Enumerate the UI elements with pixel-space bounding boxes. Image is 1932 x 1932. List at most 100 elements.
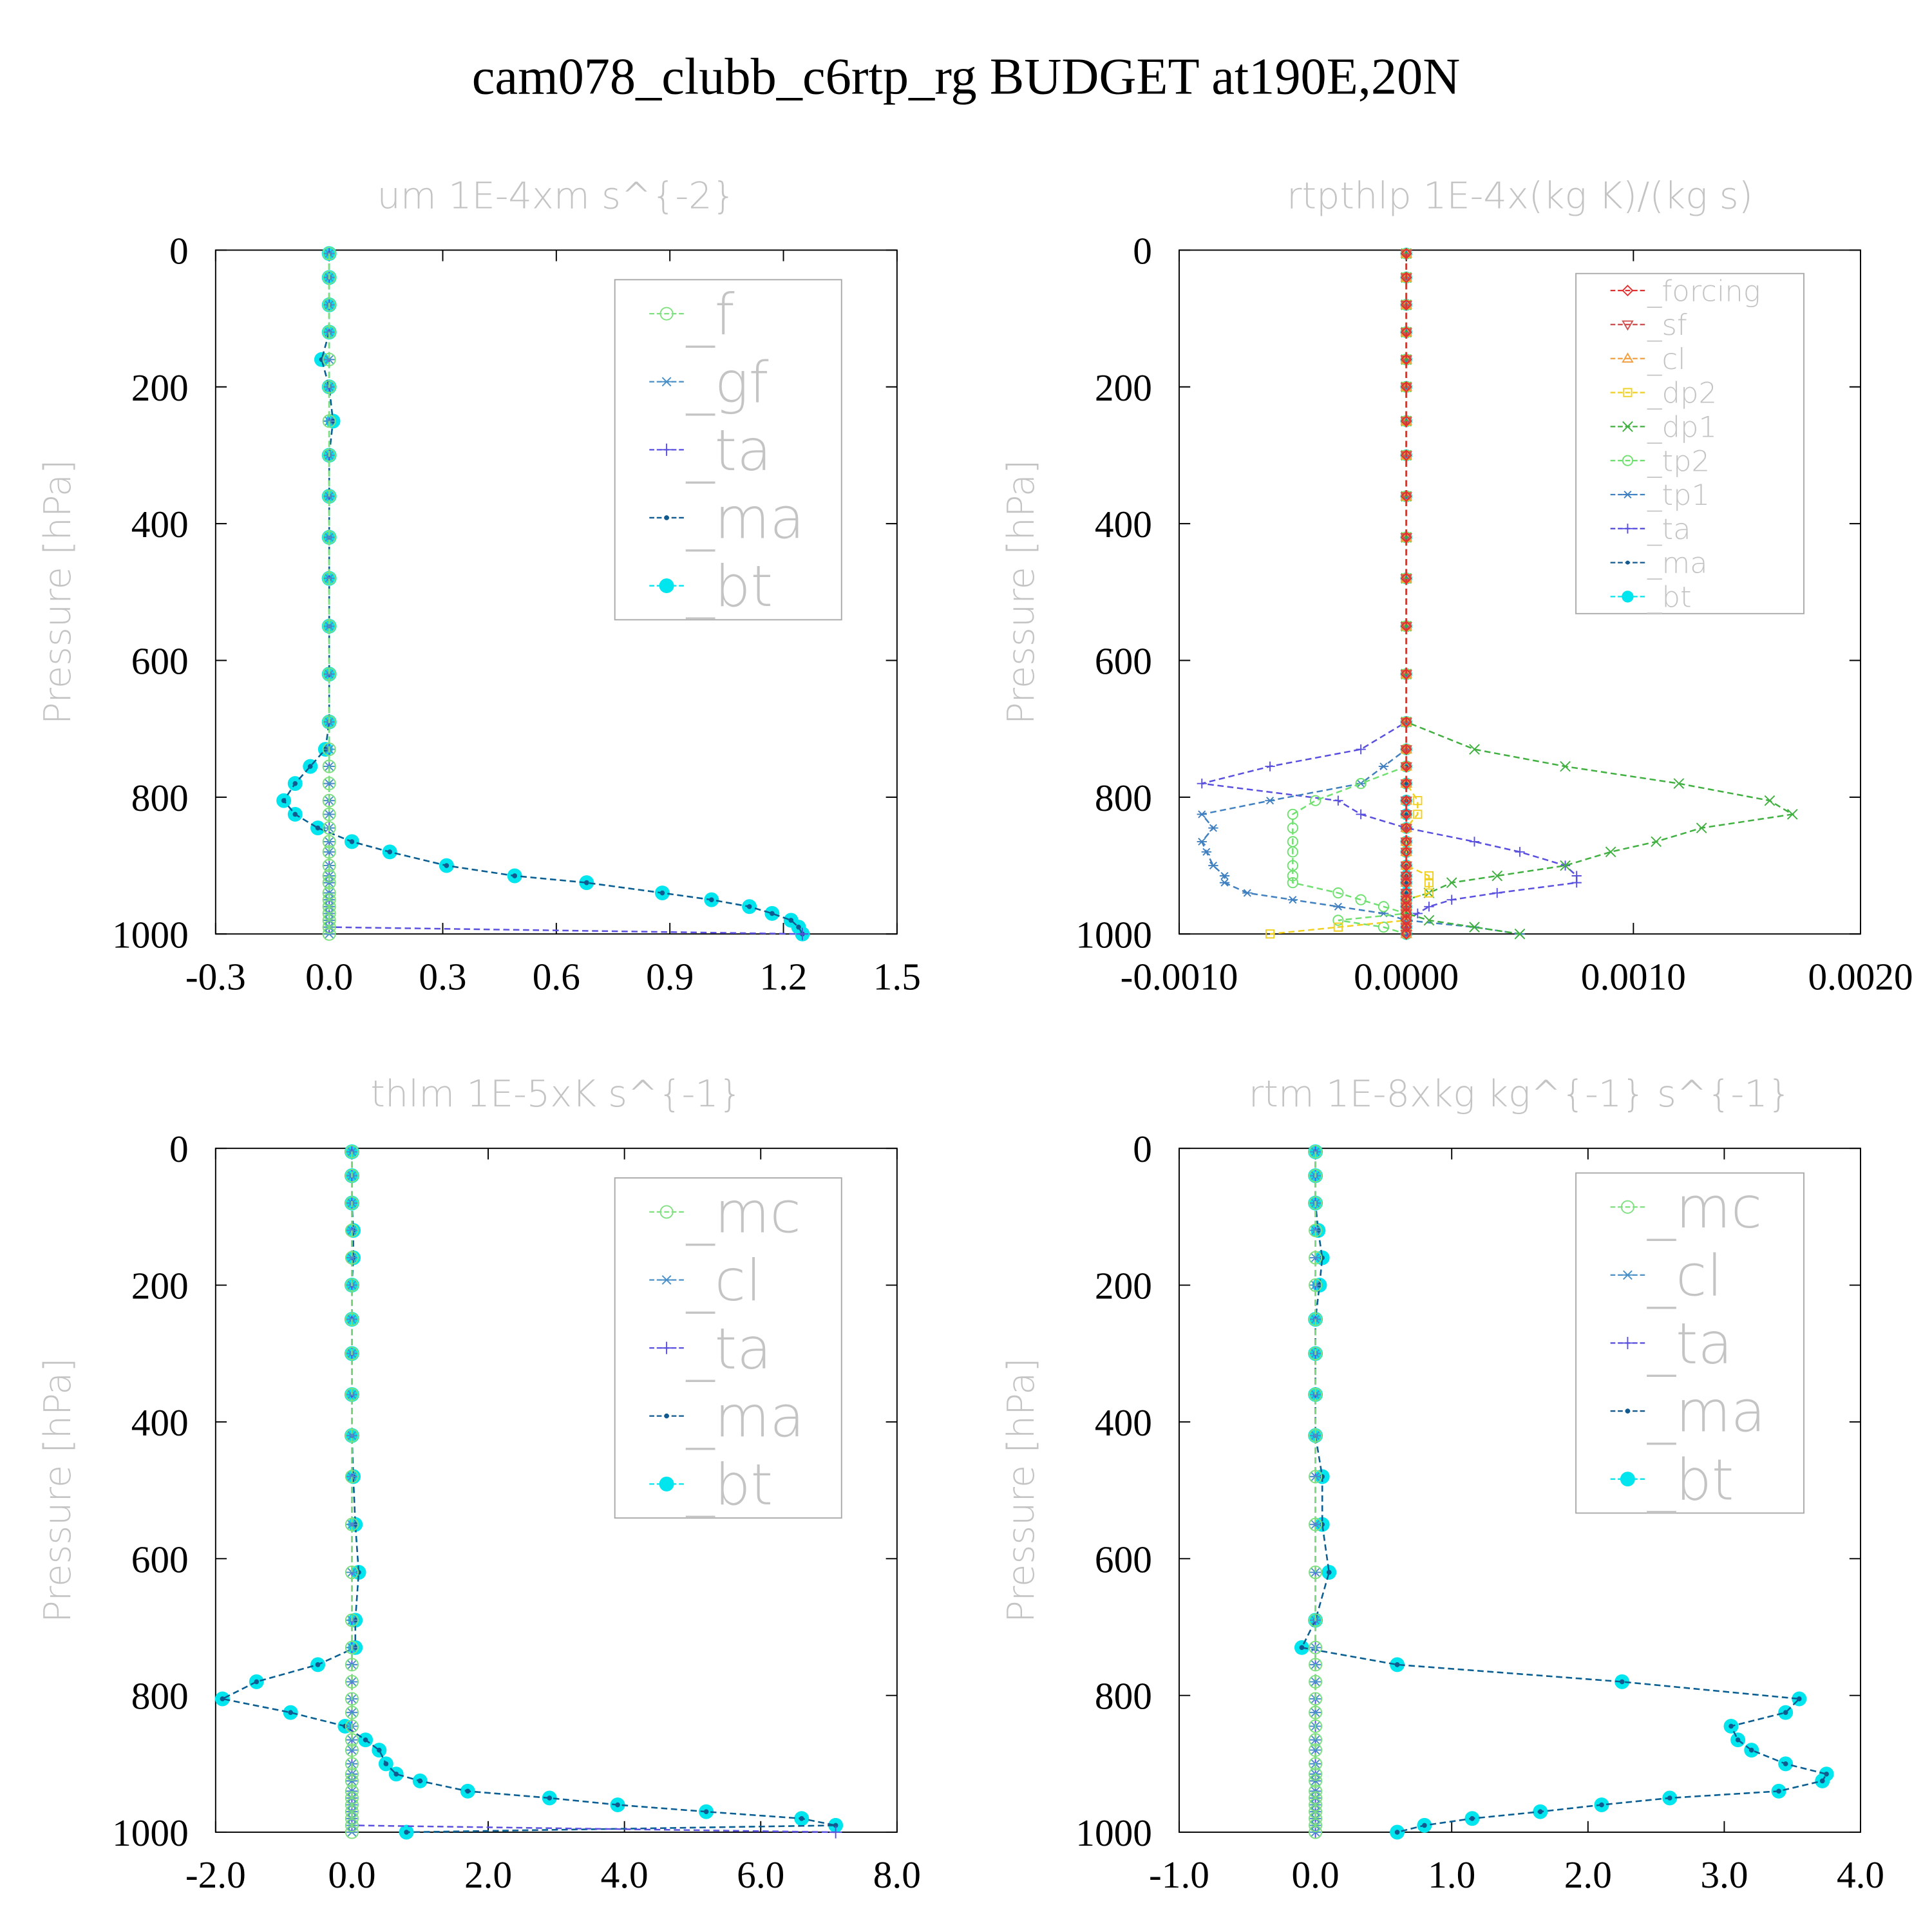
marker <box>1287 877 1298 889</box>
y-tick-label: 0 <box>169 1128 189 1170</box>
marker <box>1309 1774 1323 1788</box>
marker <box>1446 877 1457 888</box>
marker <box>1696 822 1707 833</box>
marker <box>1599 1802 1604 1808</box>
marker <box>254 1679 260 1685</box>
marker <box>323 909 336 918</box>
marker <box>584 880 589 886</box>
legend-label: _dp1 <box>1647 410 1717 444</box>
subplot-title: um 1E-4xm s^{-2} <box>377 174 735 217</box>
marker <box>363 1737 368 1743</box>
marker <box>345 1253 358 1263</box>
marker <box>323 779 336 789</box>
marker <box>345 1517 359 1531</box>
marker <box>1333 795 1343 806</box>
marker <box>322 858 336 873</box>
x-tick-label: 6.0 <box>737 1853 784 1896</box>
legend-label: _sf <box>1647 308 1687 342</box>
marker <box>1400 620 1412 632</box>
marker <box>1208 862 1218 870</box>
legend-marker <box>664 1413 669 1419</box>
marker <box>322 489 336 504</box>
y-tick-label: 0 <box>169 229 189 272</box>
marker <box>615 1802 620 1808</box>
marker <box>345 1774 359 1788</box>
legend-label: _dp2 <box>1647 376 1717 410</box>
marker <box>1394 1662 1400 1667</box>
marker <box>323 354 336 365</box>
marker <box>444 863 450 868</box>
marker <box>1309 1613 1323 1627</box>
marker <box>322 298 336 312</box>
legend-box <box>1575 1172 1804 1514</box>
marker <box>1309 1517 1323 1531</box>
marker <box>1400 761 1412 773</box>
marker <box>322 247 336 261</box>
marker <box>1265 929 1275 939</box>
x-tick-label: 0.0 <box>1292 1853 1340 1896</box>
marker <box>1424 878 1434 887</box>
marker <box>1400 777 1412 790</box>
marker <box>1667 1795 1672 1801</box>
legend-label: _bt <box>686 553 773 620</box>
y-tick-label: 200 <box>1095 1265 1152 1307</box>
marker <box>1242 889 1253 897</box>
marker <box>1309 1658 1323 1672</box>
legend-label: _ma <box>1647 546 1708 580</box>
marker <box>383 1761 389 1766</box>
y-tick-label: 400 <box>131 503 189 545</box>
marker <box>345 1314 358 1325</box>
marker <box>1400 247 1412 260</box>
marker <box>1824 1771 1829 1777</box>
marker <box>1265 797 1275 805</box>
marker <box>512 873 518 878</box>
marker <box>1309 1470 1323 1484</box>
marker <box>345 1707 358 1718</box>
legend-marker <box>659 578 674 594</box>
marker <box>322 893 336 907</box>
legend-marker <box>1621 1336 1634 1350</box>
marker <box>1400 326 1412 338</box>
marker <box>1309 1519 1322 1530</box>
marker <box>1309 1776 1322 1786</box>
marker <box>1400 887 1412 899</box>
marker <box>1400 822 1412 834</box>
marker <box>1309 1757 1323 1771</box>
marker <box>1309 1825 1323 1839</box>
marker <box>1378 922 1390 933</box>
legend-marker <box>660 1341 673 1354</box>
marker <box>322 920 336 934</box>
marker <box>1309 1567 1322 1577</box>
marker <box>1208 824 1218 832</box>
marker <box>1309 795 1321 806</box>
marker <box>1400 929 1412 940</box>
legend-marker <box>1625 1408 1631 1414</box>
marker <box>1796 1696 1802 1701</box>
legend-marker <box>1625 560 1630 565</box>
marker <box>345 1798 359 1812</box>
x-tick-label: 0.0010 <box>1581 955 1686 998</box>
marker <box>1413 796 1423 806</box>
marker <box>322 530 336 544</box>
x-tick-label: 0.6 <box>533 955 580 998</box>
marker <box>1400 907 1412 920</box>
x-tick-label: 2.0 <box>1564 1853 1612 1896</box>
legend-box <box>614 279 842 621</box>
marker <box>1404 891 1408 895</box>
marker <box>322 619 336 633</box>
marker <box>1400 902 1412 913</box>
y-tick-label: 600 <box>1095 1538 1152 1580</box>
marker <box>345 1705 359 1719</box>
marker <box>1309 1804 1323 1819</box>
marker <box>322 913 336 927</box>
x-tick-label: 0.9 <box>646 955 694 998</box>
marker <box>345 1144 359 1159</box>
marker <box>1309 1791 1323 1805</box>
marker <box>1748 1747 1754 1753</box>
marker <box>345 1825 359 1839</box>
marker <box>1309 1312 1323 1327</box>
y-tick-label: 600 <box>131 640 189 683</box>
marker <box>1309 1767 1323 1781</box>
marker <box>345 1745 358 1755</box>
